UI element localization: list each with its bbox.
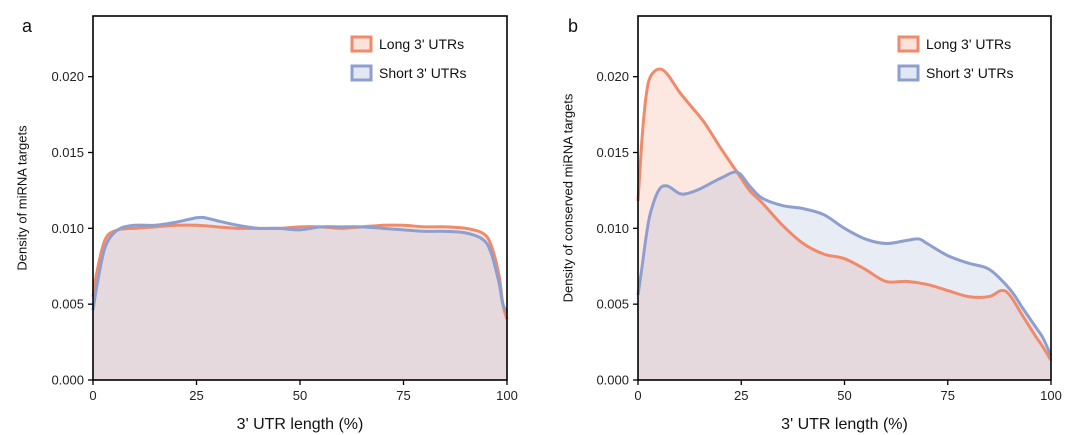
x-tick-label: 0 [89,388,96,403]
y-tick-label: 0.020 [596,69,629,84]
x-tick-label: 25 [189,388,203,403]
legend-label-long: Long 3' UTRs [926,36,1011,52]
x-axis-ticks: 0 25 50 75 100 [89,380,518,403]
y-tick-label: 0.015 [596,145,629,160]
x-tick-label: 100 [496,388,518,403]
y-tick-label: 0.020 [51,69,84,84]
x-tick-label: 75 [941,388,955,403]
series-line-short [636,170,1053,357]
x-tick-label: 50 [293,388,307,403]
x-axis-label: 3' UTR length (%) [781,416,908,433]
y-tick-label: 0.005 [51,297,84,312]
x-tick-label: 75 [396,388,410,403]
y-tick-label: 0.005 [596,297,629,312]
panel-label: a [22,16,33,36]
y-axis-ticks: 0.000 0.005 0.010 0.015 0.020 [596,69,638,388]
legend-label-short: Short 3' UTRs [379,65,466,81]
panel-b: b 0.000 0.005 0.010 0.015 0.020 0 25 50 75 100 3… [561,15,1062,433]
series-line-long [636,67,1053,362]
series-line-long [91,223,509,320]
series-fills [638,68,1051,380]
series-area-short [638,172,1051,380]
series-fills [93,217,507,380]
legend-label-short: Short 3' UTRs [926,65,1013,81]
panel-label: b [568,16,578,36]
x-axis-label: 3' UTR length (%) [237,416,364,433]
series-line-short [91,215,509,313]
y-tick-label: 0.000 [596,373,629,388]
y-tick-label: 0.015 [51,145,84,160]
y-axis-ticks: 0.000 0.005 0.010 0.015 0.020 [51,69,93,388]
legend-swatch-short [350,64,373,82]
legend-swatch-short [897,64,920,82]
x-tick-label: 25 [734,388,748,403]
series-area-long [93,225,507,380]
x-tick-label: 0 [634,388,641,403]
y-tick-label: 0.010 [51,221,84,236]
series-area-short [93,217,507,380]
legend: Long 3' UTRs Short 3' UTRs [350,35,466,82]
legend-swatch-long [897,35,920,53]
legend-label-long: Long 3' UTRs [379,36,464,52]
legend: Long 3' UTRs Short 3' UTRs [897,35,1013,82]
panel-a: a 0.000 0.005 0.010 0.015 0.020 0 25 50 75 100 3… [15,15,518,433]
y-tick-label: 0.000 [51,373,84,388]
y-axis-label: Density of conserved miRNA targets [561,93,576,302]
x-tick-label: 50 [837,388,851,403]
y-tick-label: 0.010 [596,221,629,236]
y-axis-label: Density of miRNA targets [15,125,30,271]
legend-swatch-long [350,35,373,53]
x-axis-ticks: 0 25 50 75 100 [634,380,1062,403]
series-lines [636,67,1053,362]
x-tick-label: 100 [1040,388,1062,403]
series-lines [91,215,509,320]
series-area-long [638,68,1051,380]
